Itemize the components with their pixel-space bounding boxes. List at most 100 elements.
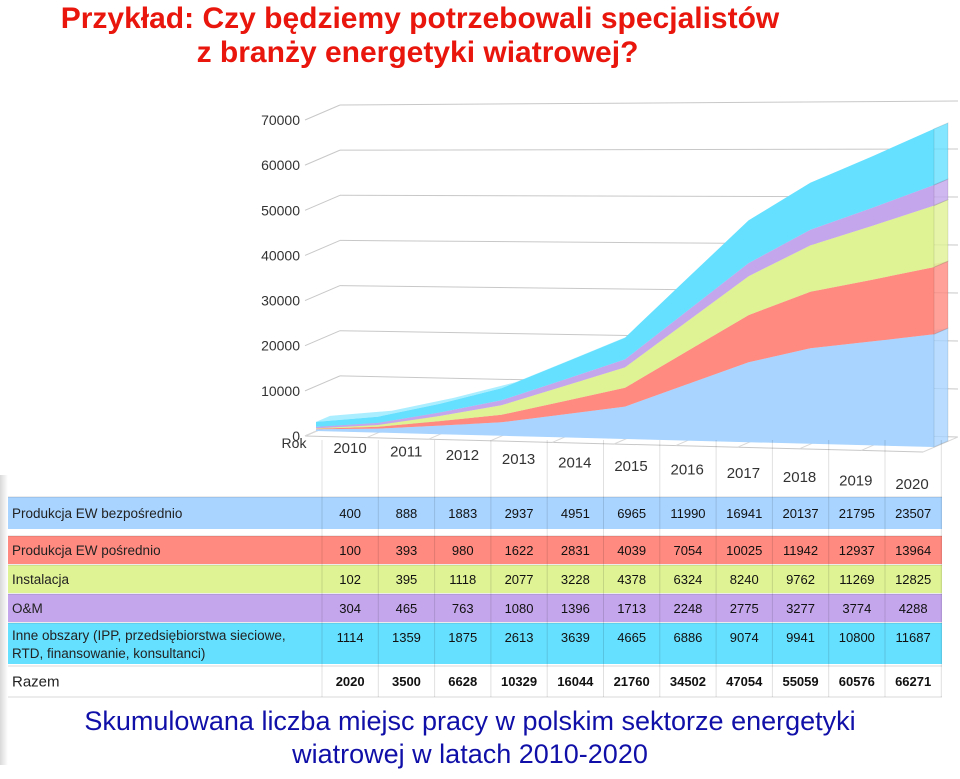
y-tick-label: 40000 [261, 247, 300, 263]
table-cell: 4951 [561, 506, 590, 521]
table-cell: 400 [339, 506, 361, 521]
table-total-cell: 60576 [839, 674, 875, 689]
y-tick-label: 50000 [261, 202, 300, 218]
table-row-bg-total [8, 666, 942, 697]
table-row-label: Razem [12, 674, 60, 691]
table-cell: 8240 [730, 572, 759, 587]
table-cell: 4665 [617, 630, 646, 645]
chart-panel: 0 10000 20000 30000 40000 50000 60000 70000 Rok 2… [0, 70, 958, 765]
table-row-label: Instalacja [12, 572, 70, 587]
table-cell: 10800 [839, 630, 875, 645]
area-series [316, 334, 934, 447]
table-cell: 2937 [505, 506, 534, 521]
gridline-side [304, 239, 341, 256]
y-tick-label: 60000 [261, 157, 300, 173]
y-tick-label: 10000 [261, 383, 300, 399]
table-cell: 1883 [448, 506, 477, 521]
table-row-label: Inne obszary (IPP, przedsiębiorstwa siec… [12, 628, 286, 643]
data-table: Produkcja EW bezpośrednio 400 888 1883 2937 4… [8, 440, 942, 698]
table-total-cell: 3500 [392, 674, 421, 689]
x-tick-label: 2015 [614, 458, 647, 475]
table-cell: 2775 [730, 601, 759, 616]
table-cell: 1396 [561, 601, 590, 616]
table-cell: 1114 [337, 630, 364, 645]
table-cell: 4288 [899, 601, 928, 616]
slide-caption-line-1: Skumulowana liczba miejsc pracy w polski… [84, 706, 856, 736]
table-row-label: O&M [12, 601, 43, 616]
y-tick-label: 0 [292, 428, 300, 444]
chart-gridlines: 0 10000 20000 30000 40000 50000 60000 70000 [261, 100, 958, 453]
table-cell: 1118 [449, 572, 476, 587]
table-cell: 395 [396, 572, 418, 587]
x-tick-label: 2013 [502, 451, 535, 468]
area-series-ridge [316, 179, 948, 427]
table-total-cell: 21760 [614, 674, 650, 689]
y-tick-label: 70000 [261, 112, 300, 128]
table-total-cell: 6628 [448, 674, 477, 689]
gridline-side [304, 149, 341, 166]
table-cell: 1875 [448, 630, 477, 645]
table-cell: 4378 [617, 572, 646, 587]
x-tick-label: 2016 [671, 462, 704, 479]
table-row-label: Produkcja EW bezpośrednio [12, 506, 182, 521]
table-row-label: Produkcja EW pośrednio [12, 543, 161, 558]
area-end-cap-face [933, 260, 949, 335]
table-cell: 10025 [726, 543, 762, 558]
table-cell: 393 [396, 543, 418, 558]
table-cell: 21795 [839, 506, 875, 521]
table-cell: 2077 [505, 572, 534, 587]
table-cell: 3277 [786, 601, 815, 616]
x-tick-label: 2010 [333, 440, 366, 457]
area-series-group [316, 122, 948, 447]
table-cell: 20137 [782, 506, 818, 521]
table-cell: 100 [339, 543, 361, 558]
table-cell: 16941 [726, 506, 762, 521]
table-row-bg [8, 623, 942, 664]
table-cell: 304 [339, 601, 361, 616]
gridline-side [304, 330, 341, 347]
table-cell: 11269 [839, 572, 874, 587]
area-end-cap-face [933, 327, 949, 448]
table-cell: 2831 [561, 543, 590, 558]
panel-edge-shadow [0, 475, 8, 765]
x-tick-label: 2014 [558, 454, 591, 471]
y-tick-label: 30000 [261, 293, 300, 309]
stacked-area-chart: 0 10000 20000 30000 40000 50000 60000 70000 Rok 2… [8, 100, 958, 698]
gridline-side [304, 104, 341, 121]
table-cell: 1622 [505, 543, 534, 558]
table-total-cell: 66271 [895, 674, 931, 689]
table-cell: 12937 [839, 543, 875, 558]
x-tick-label: 2018 [783, 469, 816, 486]
table-cell: 2248 [673, 601, 702, 616]
table-total-cell: 47054 [726, 674, 763, 689]
table-cell: 9074 [730, 630, 759, 645]
gridline-side [304, 375, 341, 392]
table-cell: 11942 [783, 543, 818, 558]
x-axis: Rok 2010 2011 2012 2013 2014 2015 2016 2017 2018 2… [282, 435, 929, 493]
table-cell: 980 [452, 543, 474, 558]
table-cell: 7054 [673, 543, 702, 558]
table-row-bg [8, 565, 942, 593]
table-cell: 4039 [617, 543, 646, 558]
table-cell: 2613 [505, 630, 534, 645]
table-cell: 1080 [505, 601, 534, 616]
area-series [316, 267, 934, 430]
area-series-ridge [316, 122, 948, 422]
area-series [316, 185, 934, 429]
table-cell: 1713 [617, 601, 646, 616]
table-cell: 6965 [617, 506, 646, 521]
gridline [339, 100, 958, 106]
area-end-cap-face [933, 198, 949, 268]
table-cell: 23507 [895, 506, 931, 521]
table-cell: 888 [396, 506, 418, 521]
table-total-cell: 55059 [782, 674, 818, 689]
table-row-bg [8, 536, 942, 564]
table-cell: 102 [339, 572, 361, 587]
table-cell: 1359 [392, 630, 421, 645]
gridline-side [304, 285, 341, 302]
table-cell: 6324 [673, 572, 702, 587]
slide-caption: Skumulowana liczba miejsc pracy w polski… [0, 705, 940, 771]
gridline-side [304, 194, 341, 211]
table-cell: 11990 [670, 506, 705, 521]
table-row-label: RTD, finansowanie, konsultanci) [12, 646, 205, 661]
